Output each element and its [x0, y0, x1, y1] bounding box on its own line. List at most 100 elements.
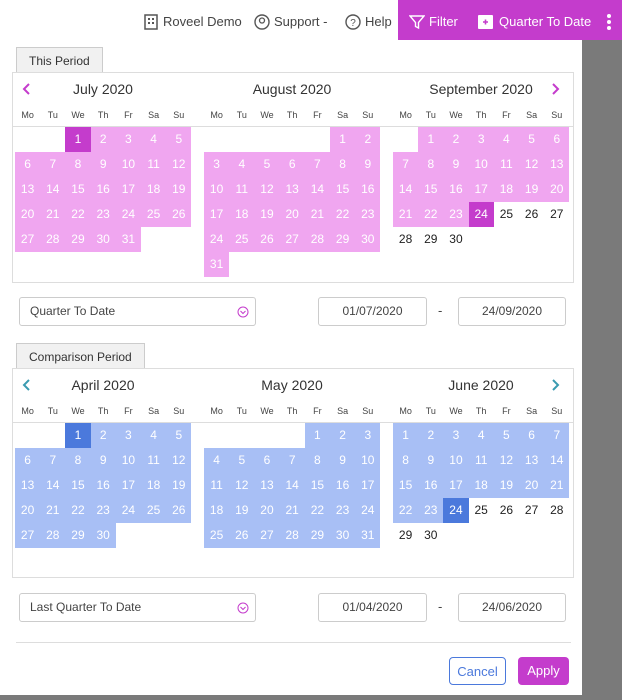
day[interactable]: 2 [443, 127, 469, 152]
day[interactable]: 8 [65, 152, 91, 177]
day[interactable]: 22 [65, 202, 91, 227]
day[interactable]: 14 [304, 177, 330, 202]
day[interactable]: 23 [355, 202, 381, 227]
day[interactable]: 30 [90, 227, 116, 252]
day[interactable]: 9 [90, 152, 116, 177]
day[interactable]: 1 [65, 423, 91, 448]
day[interactable]: 1 [304, 423, 330, 448]
day[interactable]: 3 [443, 423, 469, 448]
day[interactable]: 3 [115, 423, 141, 448]
day[interactable]: 19 [493, 473, 519, 498]
day[interactable]: 30 [330, 523, 356, 548]
day[interactable]: 4 [493, 127, 519, 152]
day[interactable]: 13 [254, 473, 280, 498]
day[interactable]: 29 [304, 523, 330, 548]
user-menu[interactable]: Roveel Demo [163, 14, 242, 29]
day[interactable]: 24 [443, 498, 469, 523]
day[interactable]: 2 [418, 423, 444, 448]
day[interactable]: 6 [519, 423, 545, 448]
day[interactable]: 13 [15, 473, 41, 498]
day[interactable]: 12 [166, 448, 192, 473]
day[interactable]: 1 [393, 423, 419, 448]
day[interactable]: 5 [254, 152, 280, 177]
day[interactable]: 17 [443, 473, 469, 498]
day[interactable]: 8 [393, 448, 419, 473]
prev-month[interactable] [22, 82, 31, 100]
day[interactable]: 5 [166, 423, 192, 448]
day[interactable]: 29 [418, 227, 444, 252]
preset-dropdown[interactable]: Quarter To Date [19, 297, 256, 326]
to-date[interactable]: 24/06/2020 [458, 593, 566, 622]
day[interactable]: 22 [304, 498, 330, 523]
day[interactable]: 27 [279, 227, 305, 252]
day[interactable]: 18 [204, 498, 230, 523]
day[interactable]: 8 [418, 152, 444, 177]
day[interactable]: 27 [519, 498, 545, 523]
day[interactable]: 26 [519, 202, 545, 227]
day[interactable]: 17 [355, 473, 381, 498]
preset-dropdown[interactable]: Last Quarter To Date [19, 593, 256, 622]
day[interactable]: 16 [90, 473, 116, 498]
day[interactable]: 29 [330, 227, 356, 252]
day[interactable]: 10 [115, 448, 141, 473]
day[interactable]: 24 [204, 227, 230, 252]
day[interactable]: 23 [418, 498, 444, 523]
day[interactable]: 4 [229, 152, 255, 177]
day[interactable]: 28 [40, 227, 66, 252]
day[interactable]: 21 [304, 202, 330, 227]
day[interactable]: 30 [90, 523, 116, 548]
day[interactable]: 4 [468, 423, 494, 448]
day[interactable]: 15 [418, 177, 444, 202]
day[interactable]: 17 [204, 202, 230, 227]
day[interactable]: 2 [90, 423, 116, 448]
day[interactable]: 4 [141, 127, 167, 152]
day[interactable]: 14 [279, 473, 305, 498]
day[interactable]: 18 [468, 473, 494, 498]
day[interactable]: 13 [15, 177, 41, 202]
day[interactable]: 8 [65, 448, 91, 473]
day[interactable]: 24 [468, 202, 494, 227]
day[interactable]: 25 [468, 498, 494, 523]
next-month[interactable] [551, 82, 560, 100]
day[interactable]: 25 [493, 202, 519, 227]
day[interactable]: 11 [204, 473, 230, 498]
day[interactable]: 26 [229, 523, 255, 548]
day[interactable]: 7 [544, 423, 570, 448]
day[interactable]: 26 [493, 498, 519, 523]
day[interactable]: 15 [393, 473, 419, 498]
day[interactable]: 23 [443, 202, 469, 227]
day[interactable]: 21 [40, 202, 66, 227]
filter-button[interactable]: Filter [429, 14, 458, 29]
day[interactable]: 6 [254, 448, 280, 473]
day[interactable]: 10 [468, 152, 494, 177]
day[interactable]: 15 [65, 473, 91, 498]
day[interactable]: 15 [65, 177, 91, 202]
day[interactable]: 24 [115, 202, 141, 227]
more-icon[interactable] [606, 13, 612, 31]
day[interactable]: 18 [141, 177, 167, 202]
day[interactable]: 24 [355, 498, 381, 523]
day[interactable]: 31 [355, 523, 381, 548]
support-menu[interactable]: Support - [274, 14, 328, 29]
day[interactable]: 27 [15, 227, 41, 252]
day[interactable]: 7 [279, 448, 305, 473]
day[interactable]: 4 [141, 423, 167, 448]
day[interactable]: 28 [544, 498, 570, 523]
day[interactable]: 3 [204, 152, 230, 177]
day[interactable]: 23 [330, 498, 356, 523]
day[interactable]: 16 [418, 473, 444, 498]
day[interactable]: 28 [279, 523, 305, 548]
day[interactable]: 31 [204, 252, 230, 277]
day[interactable]: 20 [544, 177, 570, 202]
day[interactable]: 27 [544, 202, 570, 227]
day[interactable]: 5 [493, 423, 519, 448]
day[interactable]: 27 [15, 523, 41, 548]
day[interactable]: 15 [304, 473, 330, 498]
day[interactable]: 16 [355, 177, 381, 202]
day[interactable]: 21 [544, 473, 570, 498]
day[interactable]: 16 [90, 177, 116, 202]
day[interactable]: 10 [115, 152, 141, 177]
day[interactable]: 16 [443, 177, 469, 202]
day[interactable]: 19 [166, 473, 192, 498]
day[interactable]: 30 [418, 523, 444, 548]
